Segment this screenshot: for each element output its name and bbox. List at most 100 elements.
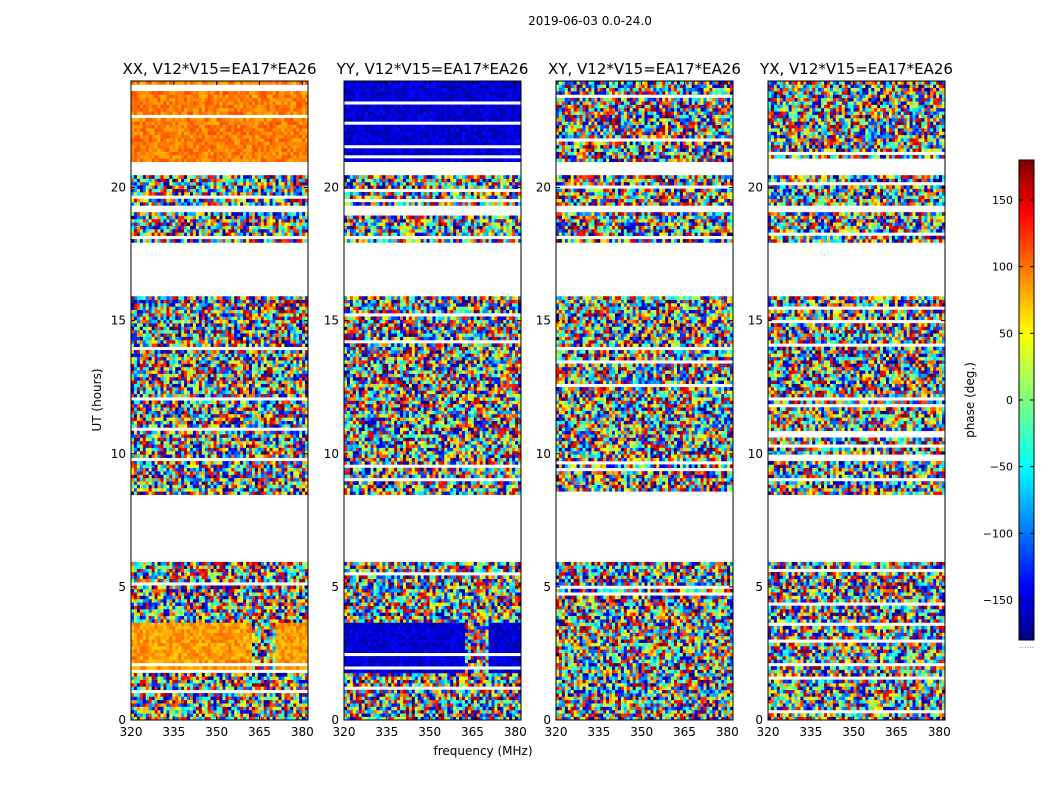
phase-cell: [187, 360, 191, 364]
phase-cell: [281, 481, 285, 485]
phase-cell: [237, 575, 241, 580]
phase-cell: [213, 622, 217, 627]
phase-cell: [293, 471, 297, 475]
phase-cell: [254, 447, 259, 452]
phase-cell: [207, 471, 211, 475]
phase-cell: [190, 477, 194, 482]
phase-cell: [228, 376, 232, 381]
phase-cell: [290, 434, 294, 438]
phase-cell: [213, 699, 217, 704]
phase-cell: [299, 716, 303, 721]
phase-cell: [175, 410, 179, 415]
phase-cell: [201, 561, 206, 566]
phase-cell: [249, 370, 253, 374]
phase-cell: [222, 370, 226, 374]
phase-cell: [145, 635, 149, 640]
phase-cell: [187, 615, 191, 620]
phase-cell: [287, 598, 291, 603]
phase-cell: [305, 699, 309, 704]
phase-cell: [187, 467, 191, 472]
phase-cell: [136, 588, 141, 593]
phase-cell: [222, 649, 226, 654]
phase-cell: [293, 598, 297, 603]
phase-cell: [287, 602, 291, 606]
phase-cell: [178, 686, 182, 691]
phase-cell: [139, 646, 144, 650]
phase-cell: [254, 646, 259, 650]
phase-cell: [131, 659, 135, 664]
phase-cell: [213, 649, 217, 654]
phase-cell: [269, 417, 273, 421]
phase-cell: [243, 676, 247, 680]
phase-cell: [246, 403, 250, 408]
phase-cell: [305, 471, 309, 475]
phase-cell: [246, 447, 250, 452]
phase-cell: [243, 646, 247, 650]
phase-cell: [305, 683, 309, 687]
phase-cell: [136, 703, 141, 707]
phase-cell: [139, 639, 144, 643]
phase-cell: [136, 699, 141, 704]
phase-cell: [151, 370, 155, 374]
phase-cell: [222, 656, 226, 660]
phase-cell: [154, 403, 158, 408]
phase-cell: [187, 585, 191, 590]
phase-cell: [190, 356, 194, 361]
phase-cell: [281, 360, 285, 364]
phase-cell: [266, 578, 270, 583]
phase-cell: [234, 693, 238, 697]
phase-cell: [263, 605, 267, 610]
phase-cell: [151, 629, 155, 633]
phase-cell: [201, 598, 206, 603]
phase-cell: [263, 632, 267, 637]
phase-cell: [210, 393, 214, 398]
phase-cell: [166, 450, 170, 455]
phase-cell: [281, 353, 285, 358]
phase-cell: [260, 693, 265, 697]
phase-cell: [246, 484, 250, 489]
phase-cell: [184, 390, 188, 395]
phase-cell: [163, 679, 167, 684]
phase-cell: [163, 343, 167, 347]
phase-cell: [160, 383, 164, 388]
phase-cell: [201, 481, 206, 485]
phase-cell: [166, 353, 170, 358]
phase-cell: [178, 709, 182, 714]
phase-cell: [131, 595, 135, 600]
phase-cell: [231, 703, 235, 707]
phase-cell: [269, 410, 273, 415]
phase-cell: [269, 487, 273, 492]
phase-cell: [290, 679, 294, 684]
phase-cell: [163, 716, 167, 721]
phase-cell: [151, 561, 155, 566]
phase-cell: [133, 383, 138, 388]
phase-cell: [169, 447, 173, 452]
phase-cell: [231, 481, 235, 485]
phase-cell: [272, 683, 276, 687]
phase-cell: [145, 572, 149, 576]
phase-cell: [246, 477, 250, 482]
phase-cell: [305, 568, 309, 573]
phase-cell: [160, 605, 164, 610]
phase-cell: [234, 413, 238, 418]
phase-cell: [175, 400, 179, 405]
phase-cell: [154, 417, 158, 421]
phase-cell: [222, 592, 226, 596]
phase-cell: [210, 632, 214, 637]
phase-cell: [131, 474, 135, 479]
phase-cell: [243, 588, 247, 593]
phase-cell: [290, 646, 294, 650]
phase-cell: [222, 646, 226, 650]
phase-cell: [290, 407, 294, 411]
phase-cell: [201, 420, 206, 425]
phase-cell: [293, 447, 297, 452]
phase-cell: [299, 363, 303, 368]
phase-cell: [204, 649, 208, 654]
phase-cell: [216, 410, 220, 415]
phase-cell: [184, 585, 188, 590]
phase-cell: [204, 350, 208, 354]
phase-cell: [237, 649, 241, 654]
phase-cell: [157, 625, 161, 630]
phase-cell: [257, 686, 262, 691]
phase-cell: [166, 686, 170, 691]
